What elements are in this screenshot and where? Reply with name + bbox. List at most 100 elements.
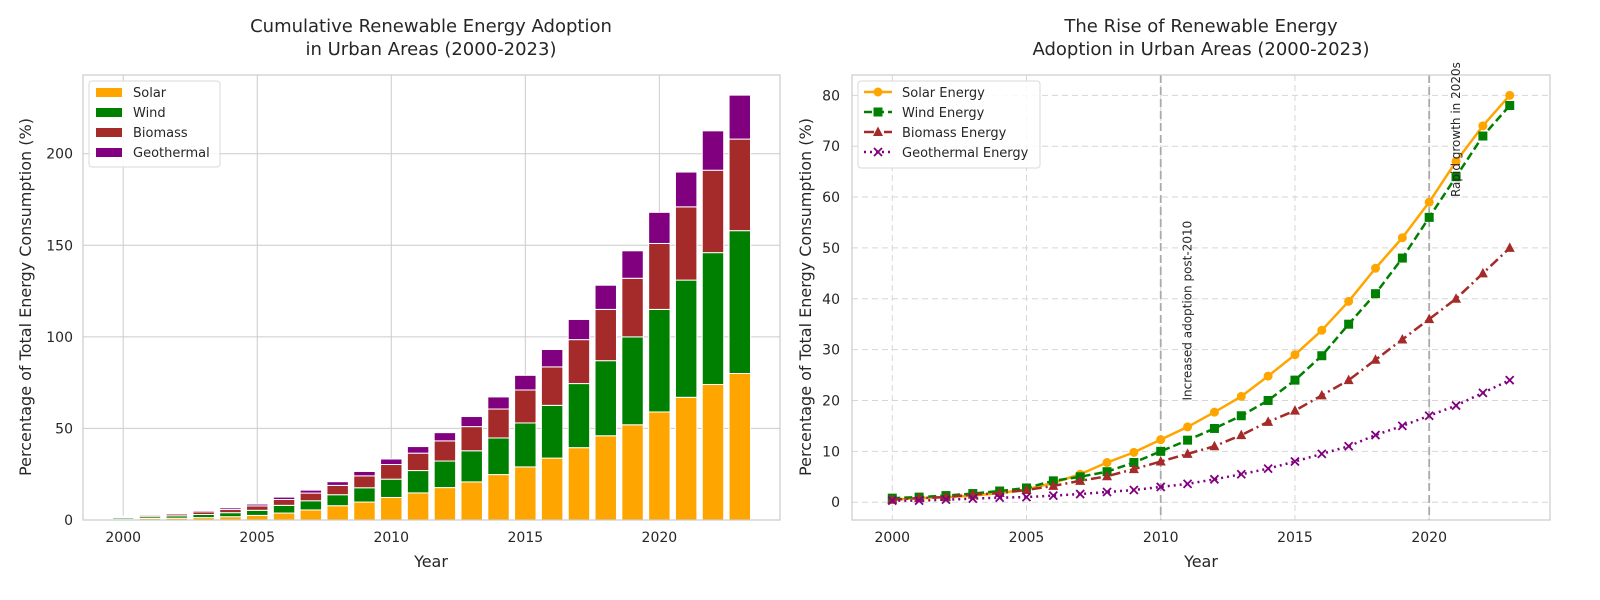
point-wind-energy-2012 — [1209, 423, 1219, 433]
point-solar-energy-2022 — [1478, 121, 1488, 131]
chart-right-y-ticks: 0 10 20 30 40 50 60 70 80 — [822, 88, 840, 511]
point-solar-energy-2015 — [1290, 350, 1300, 360]
point-wind-energy-2015 — [1290, 375, 1300, 385]
bar-wind-2018 — [594, 360, 617, 437]
x-tick-label-2015: 2015 — [1277, 530, 1313, 546]
point-wind-energy-2013 — [1236, 411, 1246, 421]
bar-biomass-2017 — [567, 339, 591, 385]
chart-left-y-axis-label: Percentage of Total Energy Consumption (… — [16, 118, 35, 476]
bar-biomass-2016 — [540, 366, 564, 406]
point-wind-energy-2023 — [1505, 101, 1515, 111]
bar-wind-2005 — [246, 509, 269, 516]
chart-right-plot-frame — [851, 74, 1551, 521]
point-geothermal-energy-2018 — [1370, 430, 1381, 440]
point-solar-energy-2021 — [1451, 156, 1461, 166]
y-tick-label-100: 100 — [46, 330, 73, 346]
bar-geothermal-2002 — [165, 512, 189, 515]
point-solar-energy-2012 — [1209, 407, 1219, 417]
bar-solar-2006 — [272, 512, 296, 521]
bar-wind-2006 — [272, 504, 296, 514]
y-tick-label-30: 30 — [822, 343, 840, 359]
bar-geothermal-2008 — [326, 481, 349, 486]
point-biomass-energy-2022 — [1477, 267, 1488, 278]
point-biomass-energy-2012 — [1209, 440, 1220, 451]
chart-left-x-ticks: 2000 2005 2010 2015 2020 — [105, 530, 677, 546]
legend-label-wind-energy: Wind Energy — [902, 106, 985, 121]
point-geothermal-energy-2023 — [1505, 375, 1515, 385]
point-wind-energy-2019 — [1397, 253, 1407, 263]
point-wind-energy-2014 — [1263, 395, 1273, 405]
bar-biomass-2009 — [353, 475, 376, 489]
point-geothermal-energy-2009 — [1129, 485, 1139, 495]
y-tick-label-10: 10 — [822, 444, 840, 460]
chart-right-reference-lines — [1159, 75, 1431, 520]
bar-wind-2008 — [326, 494, 349, 507]
legend-swatch-wind — [96, 108, 122, 117]
chart-right-y-axis-label: Percentage of Total Energy Consumption (… — [796, 118, 815, 476]
bar-solar-2019 — [621, 424, 644, 521]
chart-left-x-axis-label: Year — [413, 552, 448, 571]
legend-label-geothermal: Geothermal — [133, 146, 210, 161]
legend-swatch-solar — [96, 88, 122, 97]
bar-biomass-2013 — [460, 426, 483, 452]
point-biomass-energy-2005 — [1021, 484, 1032, 494]
x-tick-label-2000: 2000 — [105, 530, 141, 546]
point-solar-energy-2020 — [1424, 197, 1434, 207]
point-geothermal-energy-2006 — [1048, 490, 1058, 501]
legend-label-wind: Wind — [133, 106, 166, 121]
bar-biomass-2006 — [272, 498, 296, 506]
legend-label-solar: Solar — [133, 86, 167, 101]
y-tick-label-40: 40 — [822, 292, 840, 308]
point-wind-energy-2011 — [1183, 435, 1193, 445]
point-wind-energy-2010 — [1156, 446, 1166, 456]
point-biomass-energy-2007 — [1075, 475, 1086, 485]
bar-geothermal-2022 — [701, 130, 725, 171]
bar-biomass-2014 — [487, 408, 510, 439]
point-geothermal-energy-2010 — [1156, 482, 1166, 492]
point-geothermal-energy-2021 — [1451, 400, 1461, 411]
chart-left: Cumulative Renewable Energy Adoption in … — [16, 16, 781, 571]
y-tick-label-150: 150 — [46, 238, 73, 254]
point-biomass-energy-2023 — [1504, 242, 1515, 252]
point-biomass-energy-2000 — [887, 494, 898, 504]
y-tick-label-20: 20 — [822, 393, 840, 409]
chart-left-title-line-1: Cumulative Renewable Energy Adoption — [250, 16, 612, 37]
point-wind-energy-2009 — [1129, 458, 1139, 468]
bar-geothermal-2016 — [540, 349, 564, 368]
x-tick-label-2005: 2005 — [239, 530, 275, 546]
point-wind-energy-2020 — [1424, 212, 1434, 222]
point-biomass-energy-2021 — [1451, 293, 1462, 303]
point-solar-energy-2017 — [1344, 296, 1354, 306]
point-biomass-energy-2006 — [1048, 480, 1059, 490]
chart-left-y-ticks: 0 50 100 150 200 — [46, 147, 73, 529]
chart-right-legend: Solar Energy Wind Energy Biomass Energy … — [857, 80, 1041, 169]
bar-solar-2005 — [246, 514, 269, 521]
point-wind-energy-2018 — [1371, 289, 1380, 299]
point-geothermal-energy-2007 — [1075, 489, 1085, 499]
chart-left-legend: Solar Wind Biomass Geothermal — [88, 80, 221, 168]
chart-right: The Rise of Renewable Energy Adoption in… — [796, 16, 1551, 571]
bar-biomass-2015 — [514, 389, 537, 424]
point-geothermal-energy-2001 — [914, 496, 924, 506]
point-biomass-energy-2015 — [1289, 405, 1300, 415]
bar-biomass-2005 — [246, 505, 269, 511]
point-geothermal-energy-2008 — [1102, 487, 1112, 497]
chart-right-x-ticks: 2000 2005 2010 2015 2020 — [874, 530, 1447, 546]
chart-left-bars — [111, 94, 752, 521]
bar-wind-2015 — [514, 422, 537, 468]
legend-marker-geothermal-energy — [873, 147, 883, 157]
bar-geothermal-2021 — [674, 171, 698, 208]
bar-geothermal-2001 — [138, 514, 162, 516]
point-biomass-energy-2002 — [940, 491, 951, 502]
bar-wind-2012 — [433, 460, 457, 489]
point-geothermal-energy-2014 — [1263, 463, 1273, 474]
bar-wind-2016 — [540, 404, 564, 459]
chart-left-title-line-2: in Urban Areas (2000-2023) — [306, 39, 557, 60]
bar-solar-2022 — [701, 383, 725, 521]
bar-wind-2009 — [353, 487, 376, 503]
bar-geothermal-2018 — [594, 284, 617, 310]
bar-geothermal-2004 — [219, 507, 242, 510]
bar-solar-2014 — [487, 474, 510, 521]
point-solar-energy-2014 — [1263, 371, 1273, 381]
bar-biomass-2007 — [299, 492, 323, 502]
